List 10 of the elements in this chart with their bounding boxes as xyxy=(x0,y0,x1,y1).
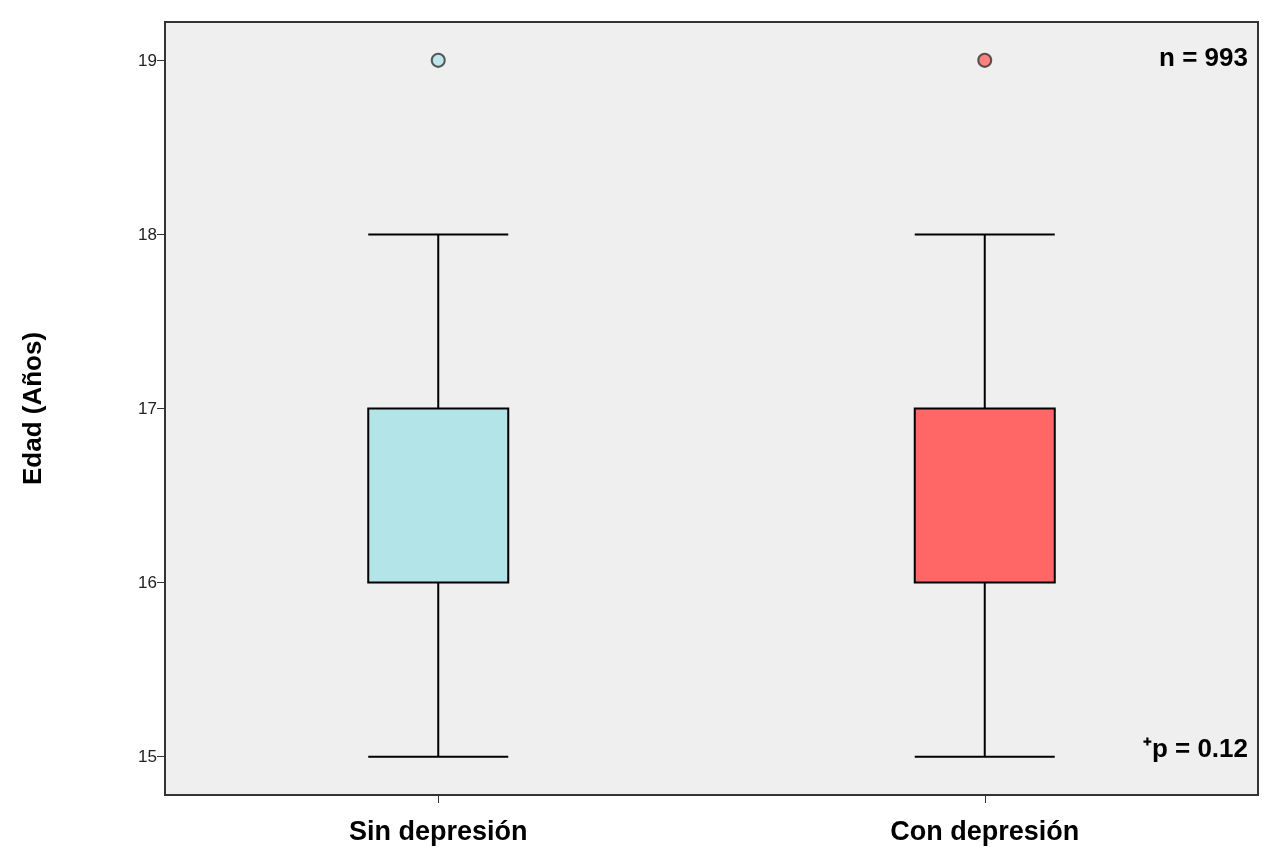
x-tick-label: Sin depresión xyxy=(348,815,528,846)
annotation: ⁺p = 0.12 xyxy=(1142,733,1249,763)
y-tick-label: 15 xyxy=(138,747,157,767)
y-tick-label: 19 xyxy=(138,50,157,70)
y-tick-label: 18 xyxy=(138,224,157,244)
y-tick-label: 17 xyxy=(138,399,157,418)
annotation: n = 993 xyxy=(1159,42,1249,72)
y-axis-title: Edad (Años) xyxy=(17,331,47,486)
x-tick-label: Con depresión xyxy=(890,815,1080,846)
y-tick-label: 16 xyxy=(138,573,157,593)
